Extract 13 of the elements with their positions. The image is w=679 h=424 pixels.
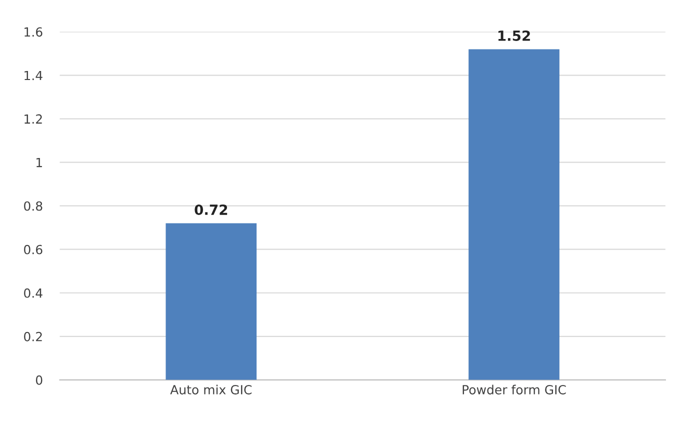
x-tick-label: Auto mix GIC <box>170 384 252 394</box>
y-tick-label: 0.2 <box>24 332 42 342</box>
y-tick-label: 1.6 <box>24 27 42 37</box>
data-label: 1.52 <box>498 30 530 41</box>
y-tick-label: 1.2 <box>24 114 42 124</box>
x-tick-label: Powder form GIC <box>462 384 566 394</box>
data-label: 0.72 <box>194 204 228 216</box>
y-tick-label: 1.4 <box>24 70 42 80</box>
y-tick-label: 0.4 <box>24 288 42 298</box>
y-tick-label: 0.8 <box>24 201 42 211</box>
y-tick-label: 0.6 <box>24 244 42 254</box>
y-tick-label: 0 <box>36 375 42 385</box>
y-tick-label: 1 <box>36 158 42 168</box>
